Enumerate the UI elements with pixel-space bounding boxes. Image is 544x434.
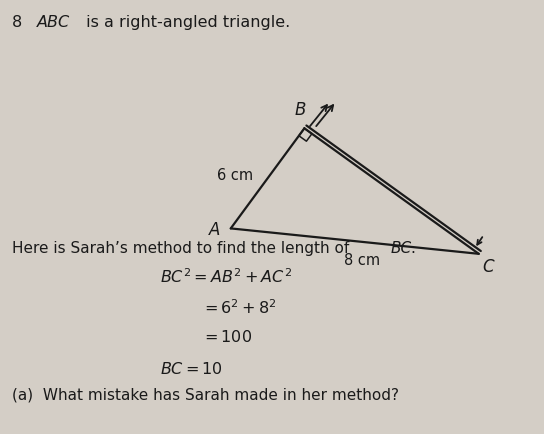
Text: BC: BC: [391, 241, 412, 256]
Text: C: C: [483, 258, 494, 276]
Text: is a right-angled triangle.: is a right-angled triangle.: [81, 15, 290, 30]
Text: $BC = 10$: $BC = 10$: [160, 361, 224, 377]
Text: 8: 8: [12, 15, 22, 30]
Text: .: .: [410, 241, 415, 256]
Text: 6 cm: 6 cm: [218, 168, 254, 183]
Text: B: B: [295, 101, 306, 119]
Text: A: A: [209, 221, 221, 239]
Text: $= 6^2 + 8^2$: $= 6^2 + 8^2$: [201, 298, 277, 317]
Text: $BC^2 = AB^2 + AC^2$: $BC^2 = AB^2 + AC^2$: [160, 267, 293, 286]
Text: (a)  What mistake has Sarah made in her method?: (a) What mistake has Sarah made in her m…: [12, 387, 399, 402]
Text: ABC: ABC: [37, 15, 70, 30]
Text: 8 cm: 8 cm: [344, 253, 381, 269]
Text: $= 100$: $= 100$: [201, 329, 252, 345]
Text: Here is Sarah’s method to find the length of: Here is Sarah’s method to find the lengt…: [12, 241, 354, 256]
